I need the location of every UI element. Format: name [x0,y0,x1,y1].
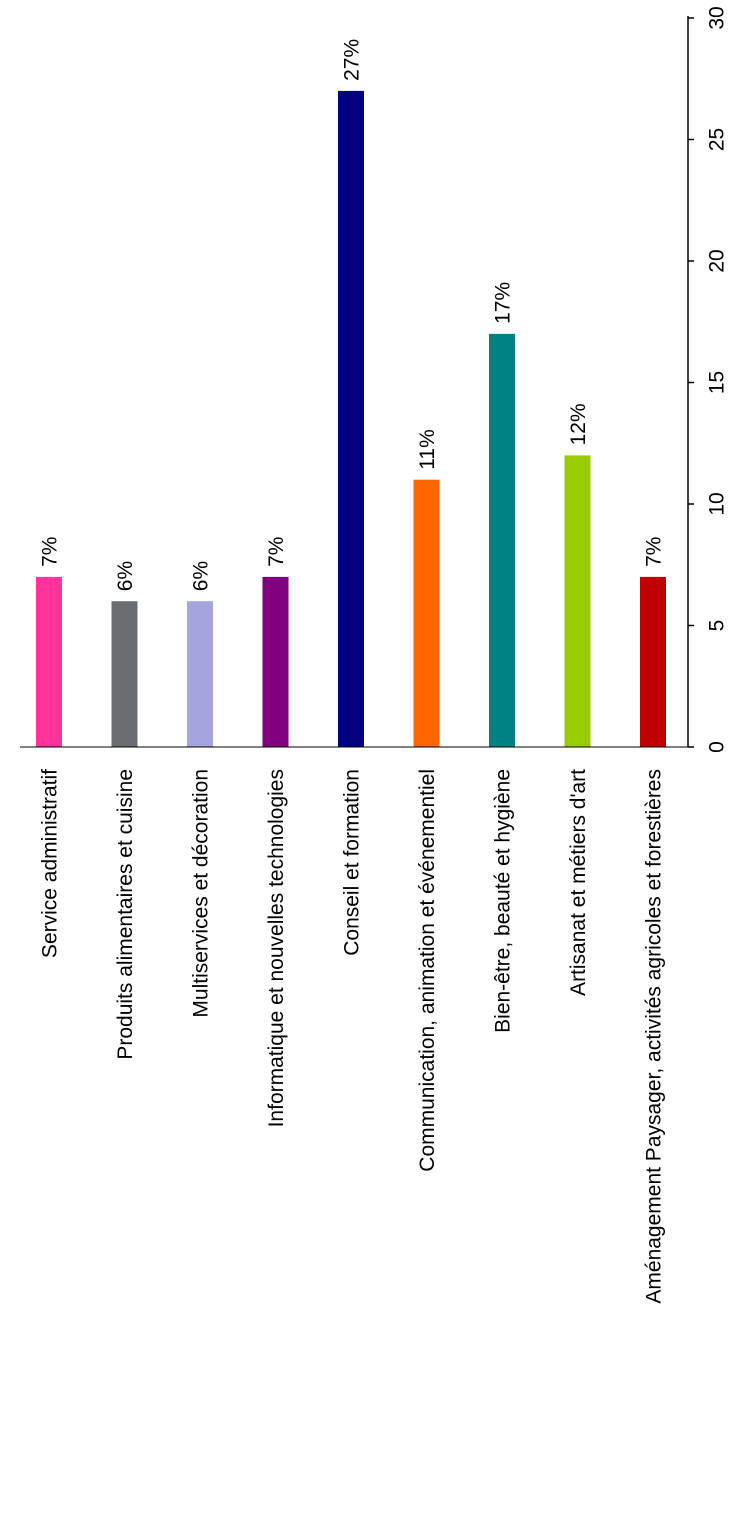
category-label: Communication, animation et événementiel [416,769,439,1172]
value-axis: 0 5 10 15 20 25 30 [20,6,728,753]
bar-value-label: 7% [642,537,665,567]
category-label: Conseil et formation [340,769,363,956]
bar-value-label: 6% [189,561,212,591]
value-labels-group: 7% 6% 6% 7% 27% 11% 17% 12% 7% [38,39,665,591]
bar-value-label: 27% [340,39,363,81]
value-tick-label: 10 [705,492,728,515]
bar [564,455,591,747]
bar-value-label: 11% [416,429,439,469]
bar-value-label: 7% [265,537,288,567]
bar-value-label: 12% [567,403,590,445]
bar [111,601,138,747]
bars-group [36,90,666,747]
category-label: Service administratif [38,769,61,958]
category-label: Artisanat et métiers d'art [567,769,590,996]
value-tick-label: 25 [705,128,728,151]
bar-value-label: 17% [491,282,514,324]
value-tick-label: 0 [705,741,728,753]
value-tick-label: 5 [705,620,728,632]
bar [640,576,666,747]
value-tick-label: 30 [705,6,728,29]
bar [489,333,515,747]
bar-value-label: 7% [38,537,61,567]
category-label: Produits alimentaires et cuisine [114,769,137,1060]
category-label: Bien-être, beauté et hygiène [491,769,514,1033]
category-label: Informatique et nouvelles technologies [265,769,288,1127]
category-label: Multiservices et décoration [189,769,212,1018]
bar [413,479,440,747]
bar-value-label: 6% [114,561,137,591]
category-labels-group: Service administratif Produits alimentair… [38,769,665,1304]
value-tick-label: 20 [705,249,728,272]
bar [187,601,213,747]
bar [338,90,364,747]
bar [36,576,62,747]
bar [262,576,289,747]
value-tick-label: 15 [705,371,728,394]
category-label: Aménagement Paysager, activités agricole… [642,769,665,1304]
